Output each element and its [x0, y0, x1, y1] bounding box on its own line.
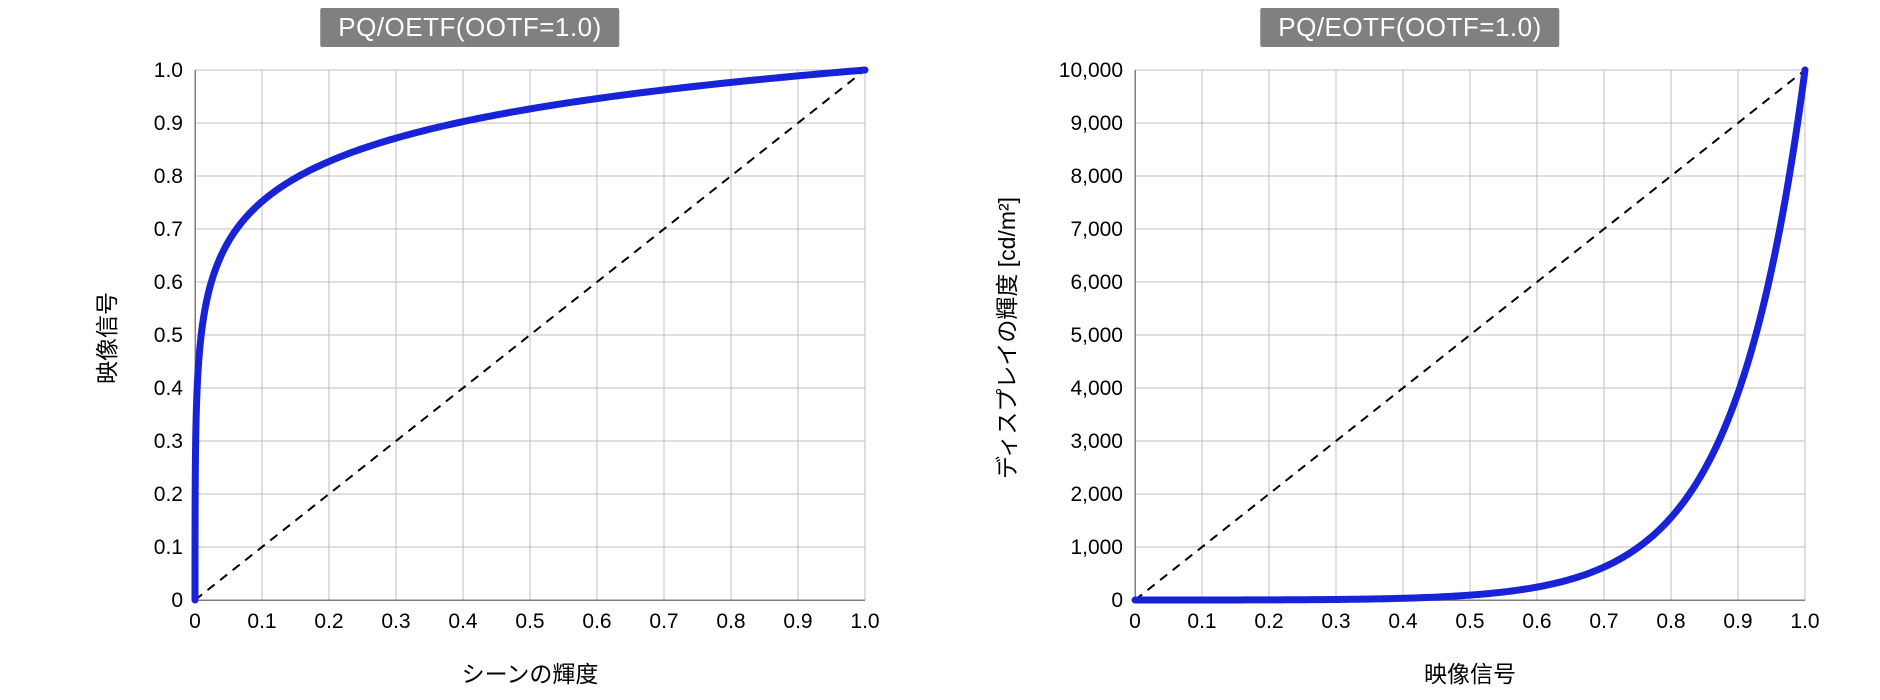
y-tick-label: 1.0 — [154, 59, 183, 82]
x-tick-label: 0 — [1129, 610, 1141, 633]
y-tick-label: 0.5 — [154, 324, 183, 347]
y-tick-label: 1,000 — [1070, 536, 1123, 559]
y-tick-label: 0.3 — [154, 430, 183, 453]
y-tick-label: 0.4 — [154, 377, 184, 400]
y-tick-label: 0.9 — [154, 112, 183, 135]
y-tick-label: 4,000 — [1070, 377, 1123, 400]
y-tick-label: 0 — [171, 589, 183, 612]
y-tick-label: 0.6 — [154, 271, 183, 294]
y-tick-label: 2,000 — [1070, 483, 1123, 506]
y-tick-label: 7,000 — [1070, 218, 1123, 241]
y-tick-label: 5,000 — [1070, 324, 1123, 347]
x-tick-label: 0.8 — [1656, 610, 1685, 633]
y-tick-label: 8,000 — [1070, 165, 1123, 188]
y-tick-label: 0.1 — [154, 536, 183, 559]
x-tick-label: 0.4 — [448, 610, 478, 633]
x-tick-label: 0.9 — [783, 610, 812, 633]
y-tick-label: 0.2 — [154, 483, 183, 506]
y-tick-label: 0 — [1111, 589, 1123, 612]
page: PQ/OETF(OOTF=1.0) 映像信号 シーンの輝度 00.10.20.3… — [0, 0, 1880, 700]
x-tick-label: 0.5 — [1455, 610, 1484, 633]
x-tick-label: 0.7 — [1589, 610, 1618, 633]
x-tick-label: 1.0 — [1790, 610, 1819, 633]
x-tick-label: 0.1 — [247, 610, 276, 633]
x-tick-label: 0.6 — [1522, 610, 1551, 633]
x-tick-label: 1.0 — [850, 610, 879, 633]
y-tick-label: 6,000 — [1070, 271, 1123, 294]
x-tick-label: 0.8 — [716, 610, 745, 633]
x-tick-label: 0.7 — [649, 610, 678, 633]
chart-panel-oetf: PQ/OETF(OOTF=1.0) 映像信号 シーンの輝度 00.10.20.3… — [0, 0, 940, 700]
chart-plot: 0 0.1 0.2 0.3 0.4 0.5 0.6 0.7 0.8 0.9 1.0 0 0.1 0.2 0.… — [0, 0, 940, 700]
y-tick-label: 0.7 — [154, 218, 183, 241]
y-tick-label: 3,000 — [1070, 430, 1123, 453]
chart-panel-eotf: PQ/EOTF(OOTF=1.0) ディスプレイの輝度 [cd/m²] 映像信号… — [940, 0, 1880, 700]
x-tick-label: 0.3 — [1321, 610, 1350, 633]
x-tick-label: 0.3 — [381, 610, 410, 633]
x-tick-label: 0.2 — [314, 610, 343, 633]
chart-plot: 0 0.1 0.2 0.3 0.4 0.5 0.6 0.7 0.8 0.9 1.0 0 1,000 2,0… — [940, 0, 1880, 700]
x-tick-label: 0.2 — [1254, 610, 1283, 633]
x-tick-label: 0.1 — [1187, 610, 1216, 633]
y-tick-label: 0.8 — [154, 165, 183, 188]
x-tick-label: 0 — [189, 610, 201, 633]
x-tick-label: 0.6 — [582, 610, 611, 633]
x-tick-label: 0.9 — [1723, 610, 1752, 633]
x-tick-label: 0.5 — [515, 610, 544, 633]
y-tick-label: 9,000 — [1070, 112, 1123, 135]
x-tick-label: 0.4 — [1388, 610, 1418, 633]
y-tick-label: 10,000 — [1059, 59, 1123, 82]
